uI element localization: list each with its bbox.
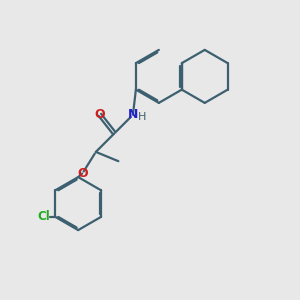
Text: O: O — [77, 167, 88, 180]
Text: Cl: Cl — [38, 210, 50, 223]
Text: O: O — [94, 108, 105, 121]
Text: H: H — [138, 112, 146, 122]
Text: N: N — [128, 108, 138, 121]
